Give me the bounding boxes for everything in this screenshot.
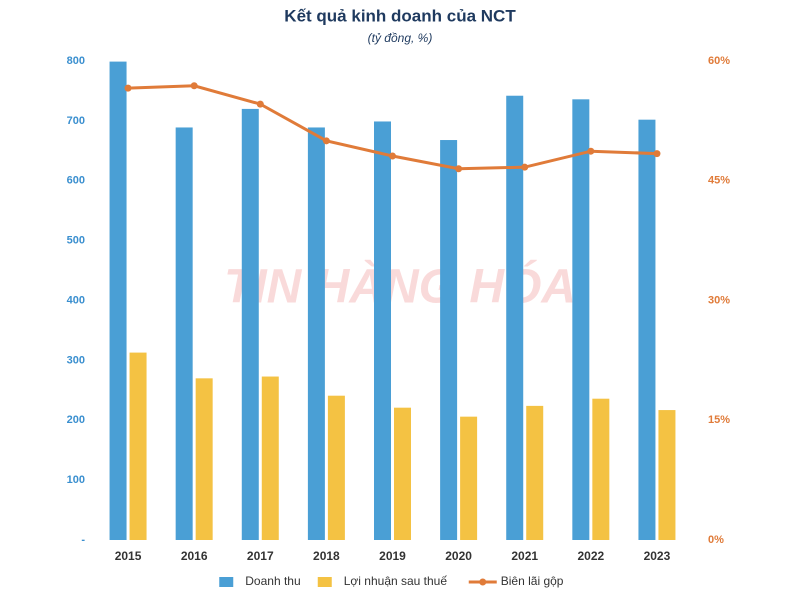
bar bbox=[327, 395, 345, 540]
y-tick-label: 300 bbox=[67, 354, 85, 366]
x-tick-label: 2017 bbox=[247, 549, 274, 563]
x-tick-label: 2022 bbox=[577, 549, 604, 563]
y-tick-label: 400 bbox=[67, 294, 85, 306]
x-tick-label: 2023 bbox=[644, 549, 671, 563]
chart-title: Kết quả kinh doanh của NCT bbox=[284, 6, 516, 25]
bar bbox=[307, 127, 325, 541]
chart-subtitle: (tỷ đồng, %) bbox=[368, 31, 433, 45]
bar bbox=[261, 376, 279, 540]
x-tick-label: 2021 bbox=[511, 549, 538, 563]
legend-swatch bbox=[317, 577, 332, 587]
bar bbox=[592, 398, 610, 540]
legend-label: Lợi nhuận sau thuế bbox=[344, 574, 448, 588]
y-tick-label: 600 bbox=[67, 175, 85, 187]
bar bbox=[175, 127, 193, 541]
y2-tick-label: 15% bbox=[708, 414, 730, 426]
line-marker bbox=[653, 150, 661, 158]
y-tick-label: 700 bbox=[67, 115, 85, 127]
line-marker bbox=[521, 163, 529, 171]
y-tick-label: 200 bbox=[67, 414, 85, 426]
line-marker bbox=[190, 82, 198, 90]
bar bbox=[460, 416, 478, 540]
line-marker bbox=[455, 165, 463, 173]
bar bbox=[109, 61, 127, 540]
line-marker bbox=[322, 137, 330, 145]
line-marker bbox=[389, 152, 396, 160]
line-marker bbox=[587, 147, 595, 155]
x-tick-label: 2016 bbox=[181, 549, 208, 563]
bar bbox=[195, 378, 213, 540]
legend-label: Doanh thu bbox=[245, 574, 300, 588]
x-tick-label: 2019 bbox=[379, 549, 406, 563]
bar bbox=[526, 405, 544, 540]
line-marker bbox=[256, 100, 264, 108]
y2-tick-label: 45% bbox=[708, 175, 730, 187]
line-marker bbox=[124, 84, 132, 92]
bar bbox=[129, 352, 147, 540]
y2-tick-label: 0% bbox=[708, 534, 724, 546]
y-tick-label: 100 bbox=[67, 474, 85, 486]
legend-swatch bbox=[219, 577, 234, 587]
y2-tick-label: 30% bbox=[708, 294, 730, 306]
bar bbox=[572, 99, 590, 540]
bar bbox=[374, 121, 391, 540]
bar bbox=[440, 140, 458, 540]
x-tick-label: 2015 bbox=[115, 549, 142, 563]
y-tick-label: - bbox=[81, 534, 85, 546]
bar bbox=[394, 407, 411, 540]
y2-tick-label: 60% bbox=[708, 55, 730, 67]
legend-swatch bbox=[479, 578, 487, 586]
bar bbox=[506, 95, 524, 540]
bar bbox=[638, 119, 656, 541]
bar bbox=[658, 410, 676, 540]
x-tick-label: 2020 bbox=[445, 549, 472, 563]
bar bbox=[241, 108, 259, 541]
legend-label: Biên lãi gộp bbox=[501, 574, 564, 588]
y-tick-label: 800 bbox=[67, 55, 85, 67]
y-tick-label: 500 bbox=[67, 235, 85, 247]
x-tick-label: 2018 bbox=[313, 549, 340, 563]
